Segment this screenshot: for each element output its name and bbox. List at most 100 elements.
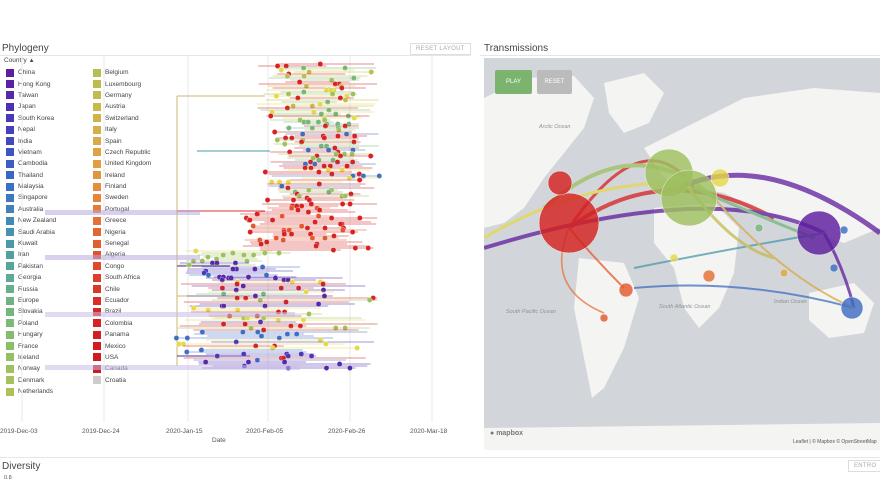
legend-item[interactable]: Senegal (93, 238, 151, 249)
legend-item[interactable]: Germany (93, 90, 151, 101)
tree-tip (329, 171, 335, 177)
legend-swatch (6, 125, 14, 134)
legend-label: South Africa (105, 274, 141, 282)
legend-item[interactable]: Hong Kong (6, 78, 56, 89)
country-bubble (710, 168, 730, 188)
legend-item[interactable]: Iran (6, 249, 56, 260)
legend-item[interactable]: Luxembourg (93, 78, 151, 89)
phylogeny-tree[interactable] (0, 56, 470, 436)
legend-item[interactable]: Europe (6, 295, 56, 306)
legend-item[interactable]: Russia (6, 283, 56, 294)
legend-item[interactable]: New Zealand (6, 215, 56, 226)
legend-item[interactable]: Congo (93, 261, 151, 272)
divider-top-left (0, 55, 470, 56)
play-button[interactable]: PLAY (495, 70, 532, 94)
tree-tip (245, 359, 252, 365)
legend-item[interactable]: Chile (93, 283, 151, 294)
legend-item[interactable]: Pakistan (6, 261, 56, 272)
legend-item[interactable]: Norway (6, 363, 56, 374)
legend-item[interactable]: Kuwait (6, 238, 56, 249)
tree-tip (247, 217, 253, 223)
country-bubble (839, 225, 849, 235)
legend-item[interactable]: Czech Republic (93, 147, 151, 158)
tree-tip (252, 266, 258, 272)
legend-item[interactable]: Croatia (93, 375, 151, 386)
tree-tip (322, 235, 328, 241)
highlight-band (45, 210, 200, 215)
legend-item[interactable]: Thailand (6, 170, 56, 181)
legend-item[interactable]: Denmark (6, 375, 56, 386)
entropy-button[interactable]: ENTRO (848, 460, 880, 472)
legend-item[interactable]: Netherlands (6, 386, 56, 397)
legend-item[interactable]: Ireland (93, 170, 151, 181)
legend-column-1: China Hong Kong Taiwan Japan South Korea Nepa… (6, 67, 56, 397)
reset-layout-button[interactable]: RESET LAYOUT (410, 43, 471, 55)
reset-button[interactable]: RESET (537, 70, 572, 94)
tree-tip (271, 129, 278, 135)
legend-item[interactable]: Brazil (93, 306, 151, 317)
legend-swatch (6, 80, 14, 89)
legend-item[interactable]: Ecuador (93, 295, 151, 306)
legend-item[interactable]: India (6, 135, 56, 146)
tree-tip (295, 207, 301, 213)
legend-item[interactable]: Iceland (6, 352, 56, 363)
map-attribution[interactable]: Leaflet | © Mapbox © OpenStreetMap (793, 439, 877, 445)
legend-swatch (6, 319, 14, 328)
legend-item[interactable]: China (6, 67, 56, 78)
legend-swatch (6, 114, 14, 123)
tree-tip (286, 125, 292, 131)
legend-item[interactable]: Portugal (93, 204, 151, 215)
legend-item[interactable]: Mexico (93, 340, 151, 351)
tree-tip (282, 135, 289, 141)
legend-item[interactable]: Algeria (93, 249, 151, 260)
legend-item[interactable]: Finland (93, 181, 151, 192)
legend-swatch (93, 91, 101, 100)
tree-tip (354, 345, 360, 351)
legend-item[interactable]: Colombia (93, 318, 151, 329)
legend-item[interactable]: France (6, 340, 56, 351)
legend-label: Italy (105, 126, 117, 134)
legend-item[interactable]: Australia (6, 204, 56, 215)
legend-item[interactable]: Switzerland (93, 113, 151, 124)
legend-item[interactable]: Poland (6, 318, 56, 329)
tree-tip (316, 169, 322, 175)
legend-item[interactable]: Singapore (6, 192, 56, 203)
tree-tip (190, 305, 197, 311)
tree-tip (193, 248, 199, 254)
tree-tip (310, 155, 316, 161)
legend-item[interactable]: Georgia (6, 272, 56, 283)
legend-item[interactable]: Vietnam (6, 147, 56, 158)
legend-item[interactable]: South Korea (6, 113, 56, 124)
tree-tip (349, 151, 355, 157)
tree-tip (262, 169, 269, 175)
legend-item[interactable]: Cambodia (6, 158, 56, 169)
legend-item[interactable]: Greece (93, 215, 151, 226)
legend-item[interactable]: Slovakia (6, 306, 56, 317)
legend-item[interactable]: United Kingdom (93, 158, 151, 169)
legend-label: India (18, 137, 33, 145)
legend-item[interactable]: Malaysia (6, 181, 56, 192)
legend-item[interactable]: Nepal (6, 124, 56, 135)
legend-swatch (93, 193, 101, 202)
legend-item[interactable]: Panama (93, 329, 151, 340)
legend-item[interactable]: Belgium (93, 67, 151, 78)
tree-tip (283, 63, 289, 69)
transmissions-map[interactable]: Arctic Ocean South Atlantic Ocean South Pa… (484, 58, 880, 450)
tree-tip (275, 317, 282, 323)
legend-item[interactable]: Saudi Arabia (6, 226, 56, 237)
legend-item[interactable]: Nigeria (93, 226, 151, 237)
legend-item[interactable]: Taiwan (6, 90, 56, 101)
legend-item[interactable]: Japan (6, 101, 56, 112)
legend-header[interactable]: Country ▲ (4, 57, 35, 64)
legend-item[interactable]: Sweden (93, 192, 151, 203)
tree-tip (337, 95, 344, 101)
country-bubble (618, 282, 634, 298)
legend-item[interactable]: USA (93, 352, 151, 363)
legend-item[interactable]: Austria (93, 101, 151, 112)
legend-item[interactable]: Spain (93, 135, 151, 146)
legend-item[interactable]: Hungary (6, 329, 56, 340)
legend-item[interactable]: South Africa (93, 272, 151, 283)
tree-tip (342, 65, 348, 71)
tree-tip (326, 189, 332, 195)
legend-item[interactable]: Italy (93, 124, 151, 135)
